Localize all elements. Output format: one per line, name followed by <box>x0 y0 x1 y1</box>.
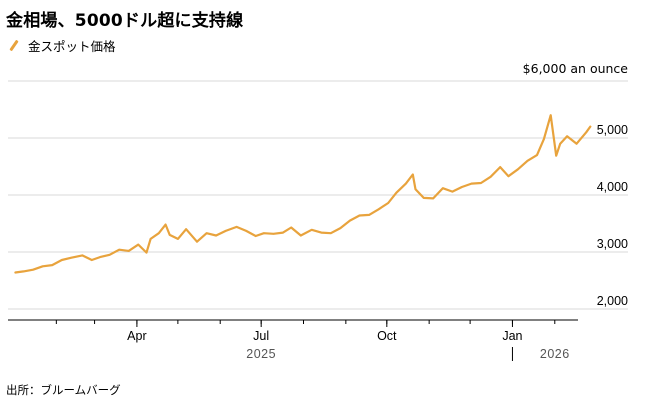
data-point <box>358 214 361 217</box>
y-tick-label: 4,000 <box>597 180 628 194</box>
data-point <box>14 271 17 274</box>
data-point <box>414 188 417 191</box>
data-point <box>387 202 390 204</box>
x-tick-label: Jan <box>502 329 522 343</box>
data-point <box>254 235 257 237</box>
data-point <box>310 229 313 231</box>
legend-label: 金スポット価格 <box>28 39 116 54</box>
data-point <box>330 232 332 234</box>
data-point <box>320 231 323 234</box>
data-point <box>127 250 130 252</box>
chart-title: 金相場、5000ドル超に支持線 <box>6 11 244 31</box>
data-point <box>526 160 529 162</box>
data-point <box>185 228 187 230</box>
data-point <box>282 231 284 234</box>
data-point <box>489 176 492 178</box>
series-line-gold-spot <box>14 114 592 274</box>
data-point <box>517 168 519 171</box>
data-point <box>196 240 198 243</box>
data-point <box>51 264 53 266</box>
data-point <box>377 208 380 211</box>
data-point <box>158 232 160 234</box>
data-point <box>149 238 152 240</box>
data-point <box>585 131 587 134</box>
data-point <box>32 268 34 271</box>
data-point <box>442 187 444 189</box>
x-year-label: 2026 <box>540 347 570 361</box>
y-tick-label: 2,000 <box>597 294 628 308</box>
data-point <box>99 256 101 258</box>
data-point <box>272 233 275 235</box>
data-point <box>205 232 208 234</box>
source-note: 出所：ブルームバーグ <box>6 383 121 397</box>
x-tick-label: Oct <box>377 329 397 343</box>
data-point <box>422 197 425 199</box>
data-point <box>41 265 44 268</box>
data-point <box>245 230 247 232</box>
data-point <box>507 175 510 177</box>
data-point <box>70 256 73 259</box>
legend: 金スポット価格 <box>8 36 116 55</box>
data-point <box>224 230 227 232</box>
grid <box>8 80 628 310</box>
data-point <box>470 182 473 185</box>
data-point <box>499 166 502 168</box>
data-point <box>461 186 463 188</box>
data-point <box>22 270 25 273</box>
data-point <box>145 251 148 254</box>
data-point <box>349 219 351 222</box>
data-point <box>61 259 63 261</box>
data-point <box>566 135 568 138</box>
data-point <box>451 190 454 193</box>
data-point <box>215 234 217 237</box>
data-point <box>555 154 557 157</box>
data-point <box>368 214 370 216</box>
y-axis: 5,000 4,000 3,000 2,000 <box>597 123 628 308</box>
data-point <box>339 227 342 229</box>
data-point <box>235 226 238 228</box>
x-tick-label: Apr <box>127 329 146 343</box>
data-point <box>549 114 552 116</box>
data-point <box>91 259 93 261</box>
data-point <box>480 182 482 184</box>
data-point <box>536 154 538 156</box>
y-tick-label: 3,000 <box>597 237 628 251</box>
data-point <box>290 226 293 229</box>
data-point <box>108 254 111 256</box>
y-tick-label: 5,000 <box>597 123 628 137</box>
data-point <box>559 142 561 145</box>
data-point <box>81 254 84 257</box>
data-point <box>168 234 171 236</box>
series-layer <box>14 114 592 274</box>
x-year-label: 2025 <box>246 347 276 361</box>
data-point <box>137 243 140 246</box>
data-point <box>589 125 592 128</box>
data-point <box>395 191 398 194</box>
data-point <box>575 142 578 145</box>
data-point <box>118 248 120 251</box>
data-point <box>177 238 179 240</box>
data-point <box>543 138 545 140</box>
data-point <box>412 173 414 176</box>
x-tick-label: Jul <box>253 329 269 343</box>
x-axis: Apr Jul Oct Jan 2025 2026 <box>8 319 578 361</box>
y-unit-label: $6,000 an ounce <box>522 61 628 76</box>
data-point <box>405 182 407 185</box>
data-point <box>164 223 167 226</box>
data-point <box>300 234 302 237</box>
data-point <box>432 197 435 200</box>
data-point <box>263 232 265 234</box>
